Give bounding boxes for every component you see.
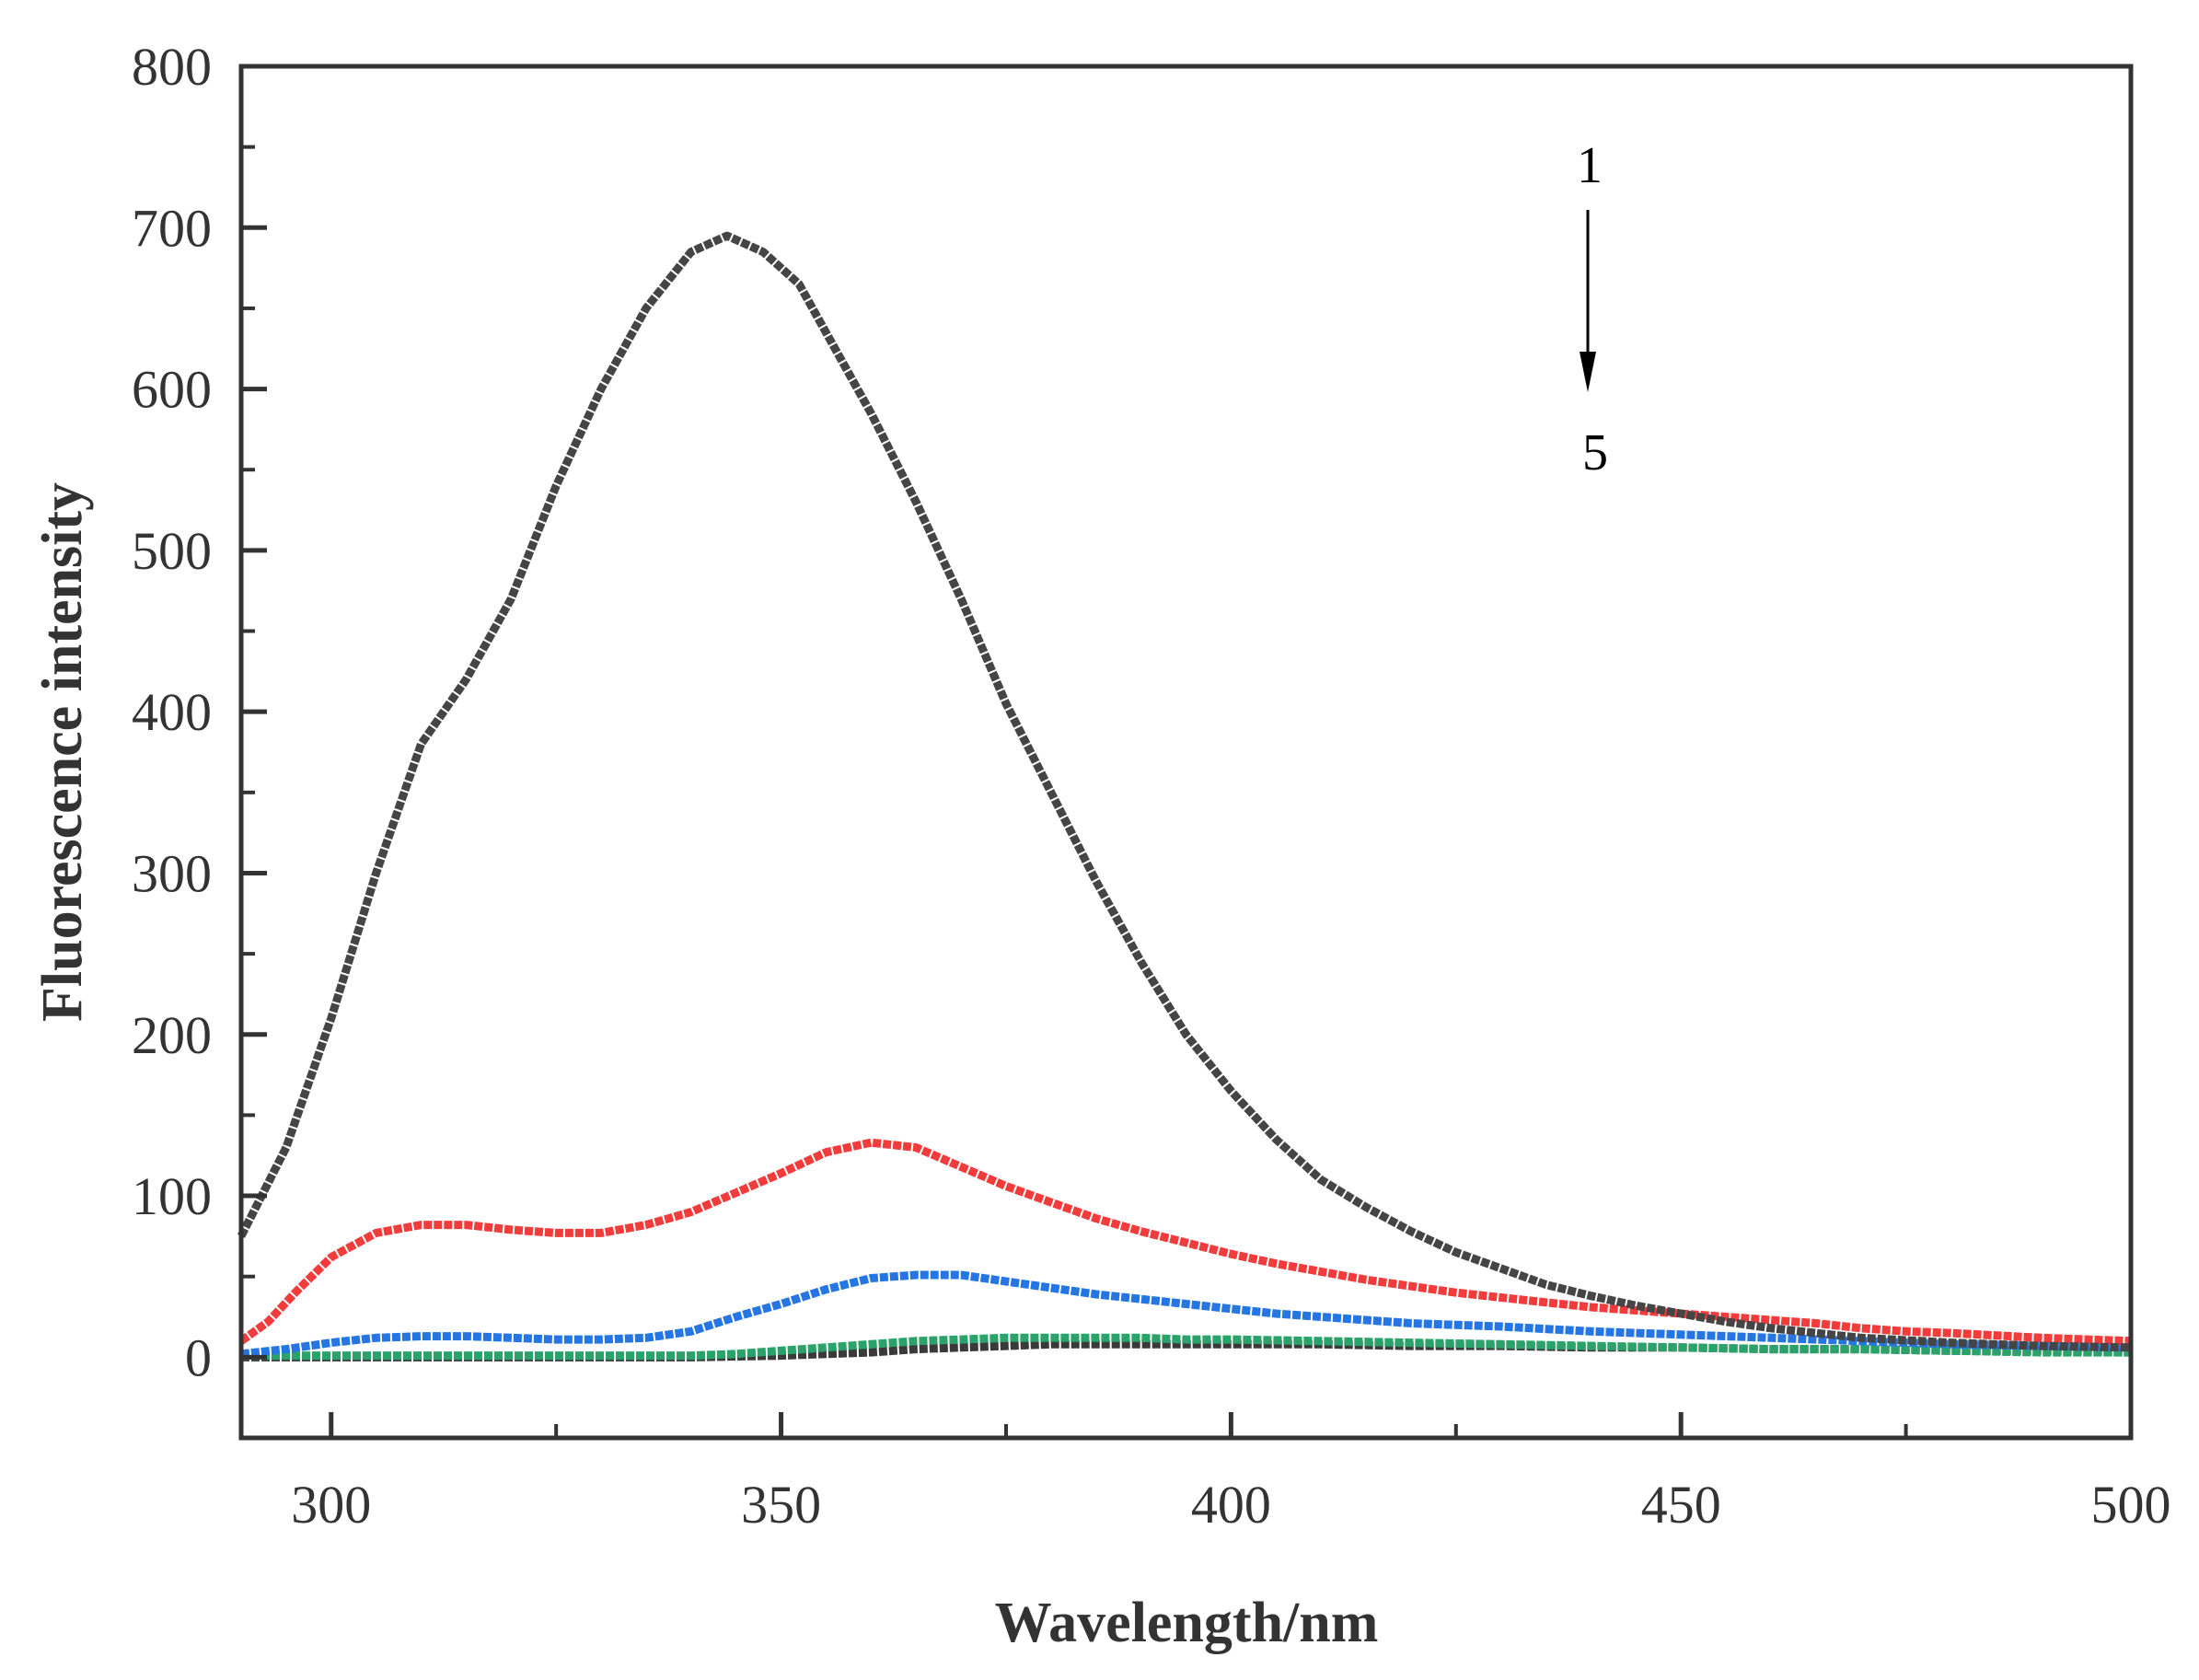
series-line-3 (240, 1270, 2132, 1359)
y-tick-label: 100 (132, 1166, 212, 1226)
arrow-start-label: 1 (1577, 137, 1603, 194)
y-tick-label: 200 (132, 1005, 212, 1065)
y-tick-label: 500 (132, 521, 212, 581)
x-tick-label: 300 (291, 1475, 371, 1535)
series-line-1 (237, 231, 2132, 1352)
series-line-2 (238, 1138, 2132, 1346)
y-tick-label: 400 (132, 682, 212, 742)
arrow-end-label: 5 (1582, 424, 1608, 481)
y-tick-label: 300 (132, 843, 212, 903)
x-tick-label: 350 (741, 1475, 821, 1535)
y-axis-title: Fluorescence intensity (31, 482, 94, 1022)
y-tick-label: 600 (132, 360, 212, 420)
trend-arrow-head-icon (1580, 352, 1596, 392)
x-tick-label: 450 (1641, 1475, 1721, 1535)
y-tick-label: 700 (132, 198, 212, 258)
x-tick-label: 400 (1191, 1475, 1271, 1535)
x-tick-label: 500 (2091, 1475, 2171, 1535)
series-layer (237, 231, 2132, 1361)
plot-frame (238, 64, 2134, 1441)
y-tick-label: 800 (132, 37, 212, 97)
x-axis-title: Wavelength/nm (995, 1592, 1379, 1654)
series-line-4 (241, 1333, 2131, 1361)
trend-arrow-annotation: 1 5 (1577, 137, 1608, 481)
y-tick-label: 0 (185, 1327, 212, 1387)
tick-layer: 300 350 400 450 500 0 100 200 300 400 500 600 700 800 (132, 37, 2171, 1535)
